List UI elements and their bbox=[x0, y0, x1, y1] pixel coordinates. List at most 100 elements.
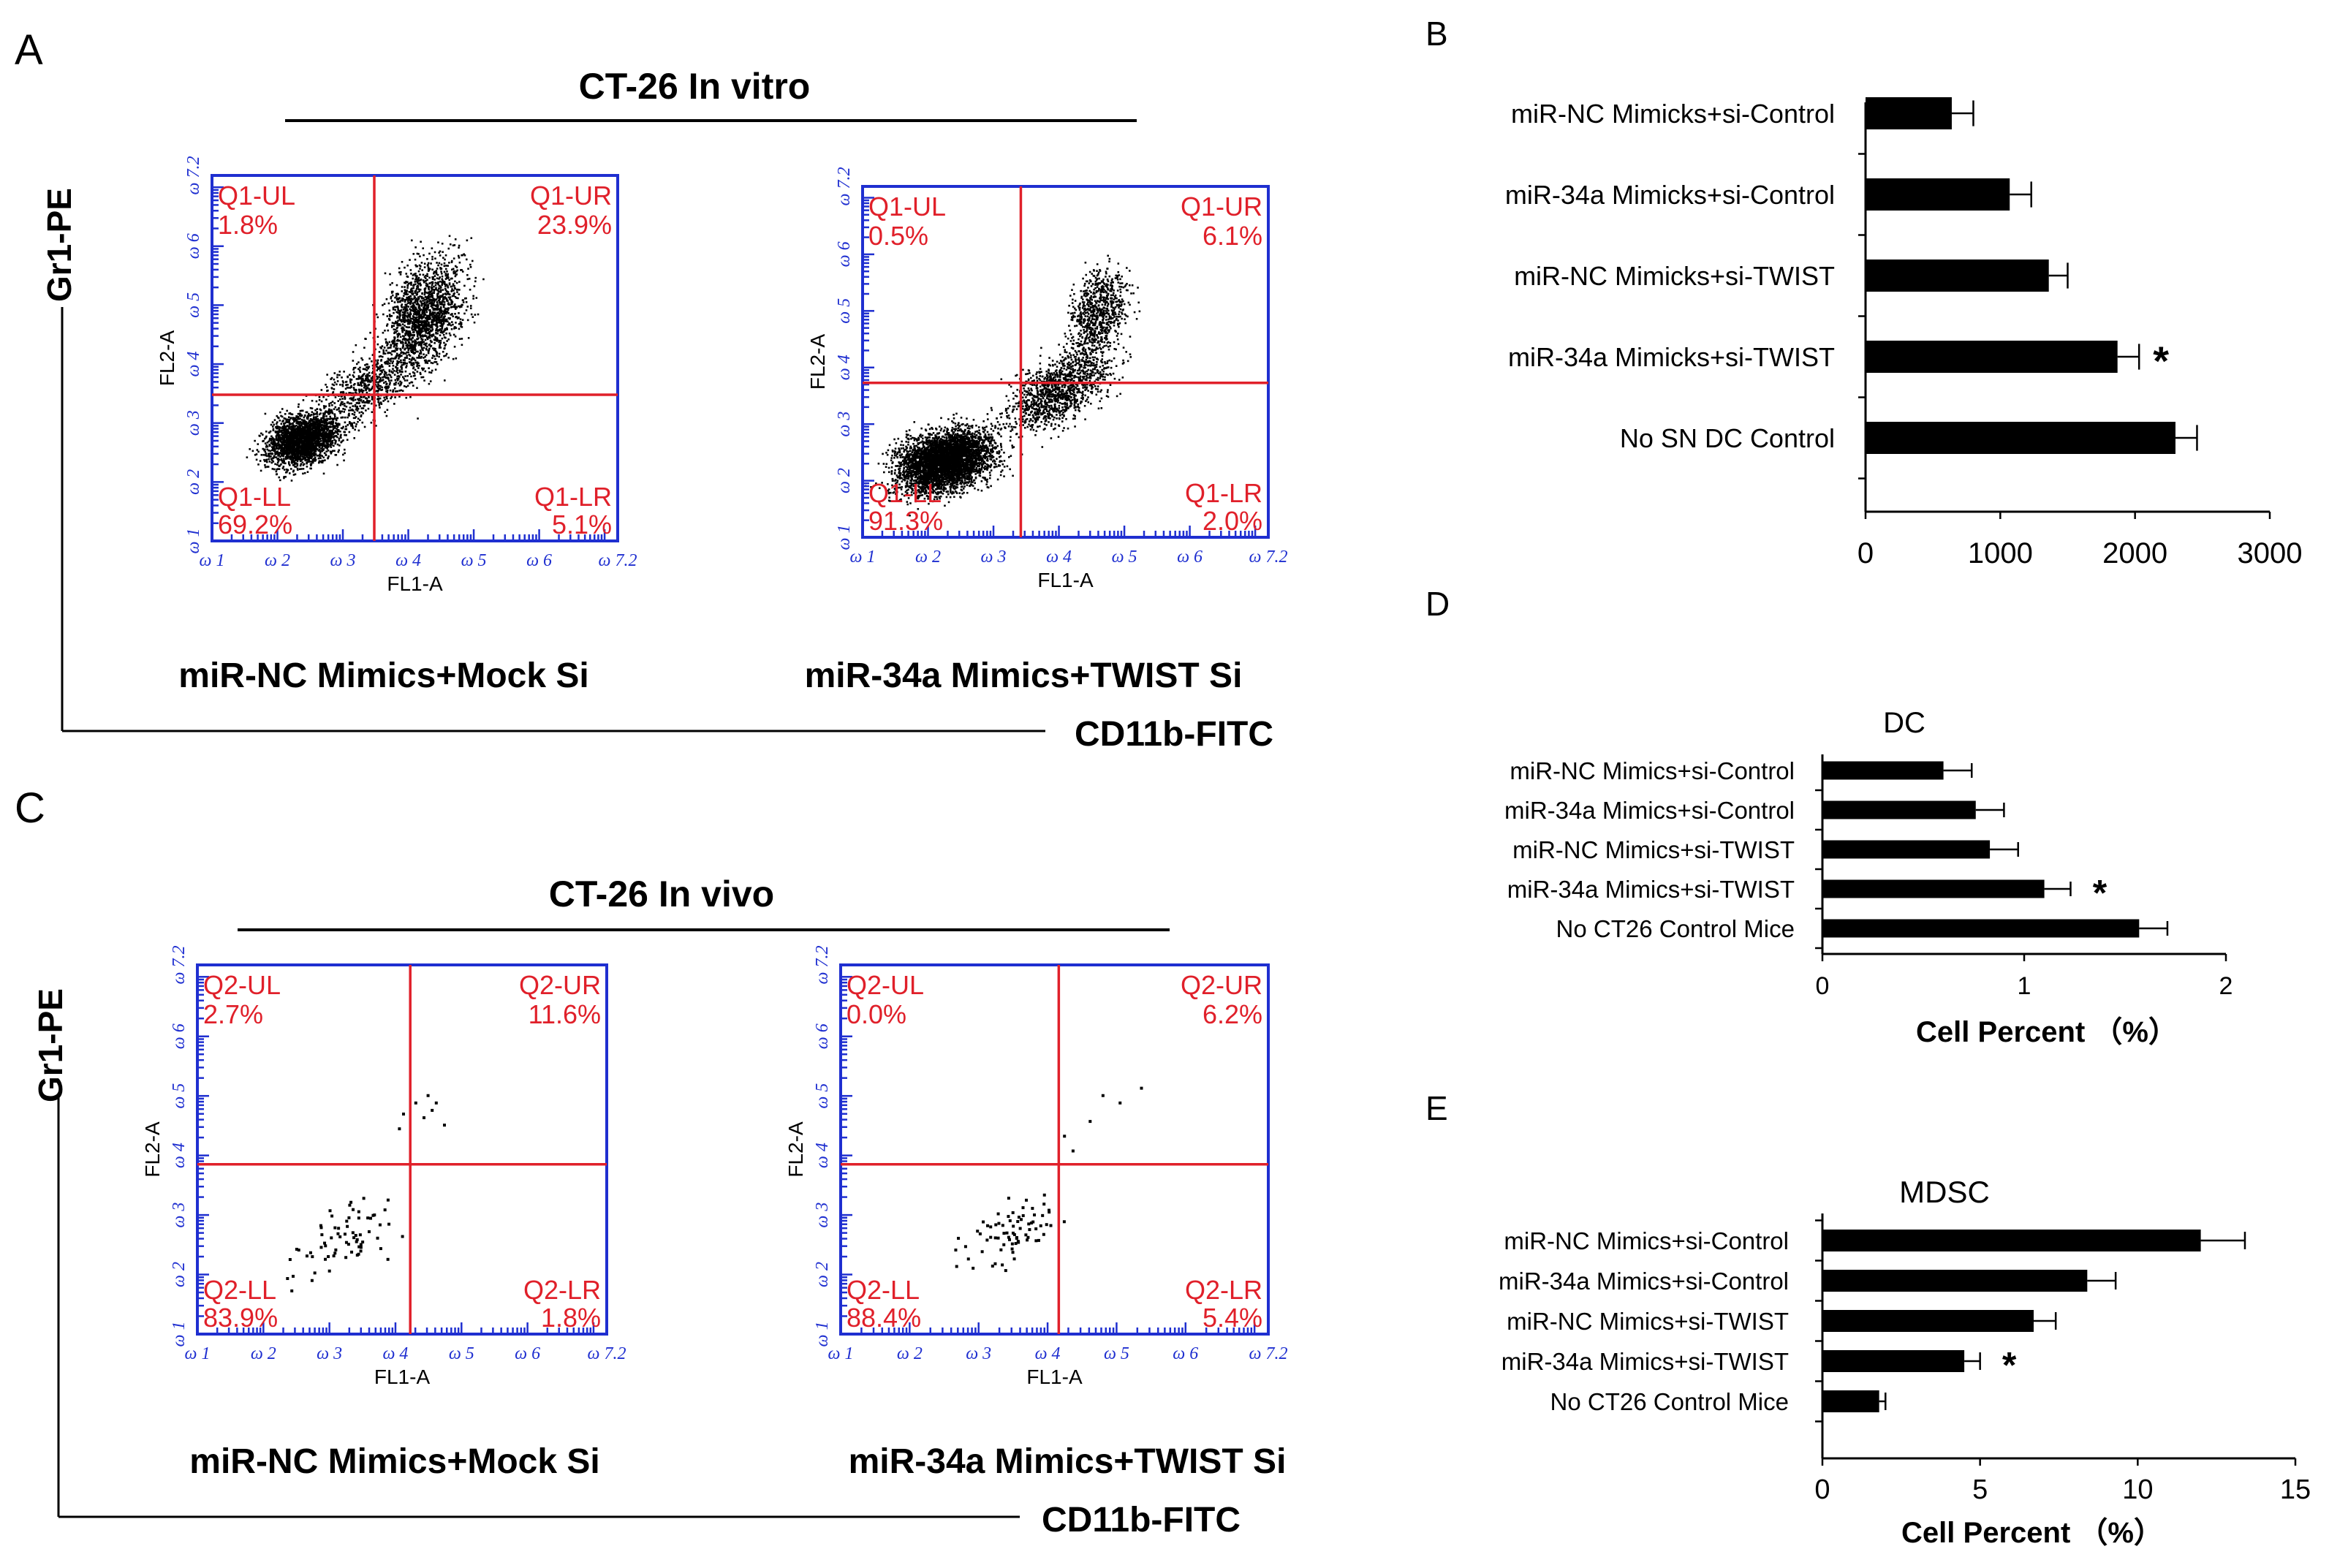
flow-event-dot bbox=[302, 467, 305, 470]
flow-event-dot bbox=[413, 304, 415, 307]
flow-event-dot bbox=[337, 433, 339, 436]
flow-event-dot bbox=[289, 436, 292, 438]
flow-event-dot bbox=[389, 374, 392, 376]
flow-event-dot bbox=[442, 279, 444, 282]
flow-event-dot bbox=[431, 295, 433, 298]
flow-event-dot bbox=[342, 392, 344, 394]
flow-event-dot bbox=[410, 239, 413, 242]
flow-event-dot bbox=[438, 262, 441, 265]
flow-event-dot bbox=[288, 437, 290, 440]
flow-x-tick-label: ω 2 bbox=[265, 551, 290, 570]
flow-event-dot bbox=[435, 298, 437, 300]
flow-event-dot bbox=[310, 444, 312, 447]
flow-event-dot bbox=[412, 371, 414, 374]
flow-event-dot bbox=[366, 374, 368, 376]
flow-event-dot bbox=[304, 450, 306, 452]
flow-event-dot bbox=[359, 377, 362, 380]
flow-event-dot bbox=[276, 423, 278, 425]
flow-event-dot bbox=[386, 391, 389, 393]
flow-event-dot bbox=[332, 420, 335, 423]
flow-event-dot bbox=[410, 273, 412, 275]
flow-event-dot bbox=[405, 332, 408, 335]
flow-event-dot bbox=[425, 320, 428, 322]
flow-event-dot bbox=[455, 266, 458, 268]
flow-plots: ω 1ω 1ω 2ω 2ω 3ω 3ω 4ω 4ω 5ω 5ω 6ω 6ω 7.… bbox=[141, 156, 1287, 1481]
flow-event-dot bbox=[357, 407, 360, 410]
flow-event-dot bbox=[333, 431, 336, 434]
flow-event-dot bbox=[400, 270, 402, 273]
flow-event-dot bbox=[474, 276, 477, 279]
flow-event-dot bbox=[424, 287, 427, 289]
flow-event-dot bbox=[414, 258, 417, 261]
flow-event-dot bbox=[404, 266, 406, 269]
flow-event-dot bbox=[409, 332, 411, 335]
flow-event-dot bbox=[421, 348, 423, 350]
flow-event-dot bbox=[393, 374, 396, 376]
flow-event-dot bbox=[409, 316, 412, 319]
flow-event-dot bbox=[303, 452, 306, 455]
flow-event-dot bbox=[420, 335, 423, 337]
flow-event-dot bbox=[297, 450, 299, 452]
flow-event-dot bbox=[436, 332, 439, 335]
flow-event-dot bbox=[306, 425, 308, 428]
flow-event-dot bbox=[296, 448, 299, 451]
flow-event-dot bbox=[417, 279, 420, 281]
flow-event-dot bbox=[377, 381, 379, 384]
flow-event-dot bbox=[388, 370, 391, 373]
flow-event-dot bbox=[294, 450, 297, 452]
flow-event-dot bbox=[285, 429, 288, 432]
flow-event-dot bbox=[398, 390, 401, 392]
flow-event-dot bbox=[452, 270, 455, 273]
flow-event-dot bbox=[403, 352, 406, 355]
flow-x-tick-label: ω 3 bbox=[330, 551, 356, 570]
flow-event-dot bbox=[448, 235, 451, 238]
flow-event-dot bbox=[363, 401, 366, 404]
flow-event-dot bbox=[407, 295, 410, 298]
flow-event-dot bbox=[344, 387, 347, 390]
flow-event-dot bbox=[465, 258, 468, 261]
flow-event-dot bbox=[356, 409, 359, 412]
flow-event-dot bbox=[395, 381, 397, 384]
flow-event-dot bbox=[444, 320, 447, 322]
flow-event-dot bbox=[408, 341, 410, 344]
flow-event-dot bbox=[402, 317, 404, 319]
flow-event-dot bbox=[385, 341, 387, 344]
flow-event-dot bbox=[331, 442, 334, 444]
flow-event-dot bbox=[425, 323, 428, 326]
flow-event-dot bbox=[446, 298, 448, 301]
flow-event-dot bbox=[420, 324, 423, 327]
flow-event-dot bbox=[362, 378, 364, 380]
flow-event-dot bbox=[317, 441, 319, 444]
flow-event-dot bbox=[308, 459, 311, 461]
flow-event-dot bbox=[362, 382, 364, 384]
gr1-pe-label-c: Gr1-PE bbox=[31, 988, 69, 1102]
flow-event-dot bbox=[270, 435, 273, 438]
flow-event-dot bbox=[383, 373, 386, 376]
flow-event-dot bbox=[358, 390, 360, 392]
flow-event-dot bbox=[413, 328, 416, 330]
flow-event-dot bbox=[417, 318, 420, 321]
flow-event-dot bbox=[421, 341, 423, 344]
flow-event-dot bbox=[389, 315, 391, 318]
flow-event-dot bbox=[307, 441, 310, 443]
flow-event-dot bbox=[417, 362, 420, 365]
flow-event-dot bbox=[427, 318, 429, 321]
flow-event-dot bbox=[281, 455, 284, 457]
flow-event-dot bbox=[417, 296, 420, 298]
flow-event-dot bbox=[337, 423, 340, 425]
flow-event-dot bbox=[380, 360, 382, 362]
flow-event-dot bbox=[328, 412, 331, 414]
flow-event-dot bbox=[284, 441, 287, 444]
flow-event-dot bbox=[352, 367, 355, 369]
flow-event-dot bbox=[448, 322, 451, 325]
flow-event-dot bbox=[302, 399, 305, 401]
flow-event-dot bbox=[450, 303, 453, 306]
flow-event-dot bbox=[430, 321, 433, 324]
flow-event-dot bbox=[315, 400, 318, 403]
flow-event-dot bbox=[311, 427, 314, 429]
flow-event-dot bbox=[257, 450, 260, 453]
flow-event-dot bbox=[365, 409, 367, 412]
flow-event-dot bbox=[443, 281, 446, 283]
flow-event-dot bbox=[442, 257, 444, 260]
flow-event-dot bbox=[413, 308, 415, 311]
